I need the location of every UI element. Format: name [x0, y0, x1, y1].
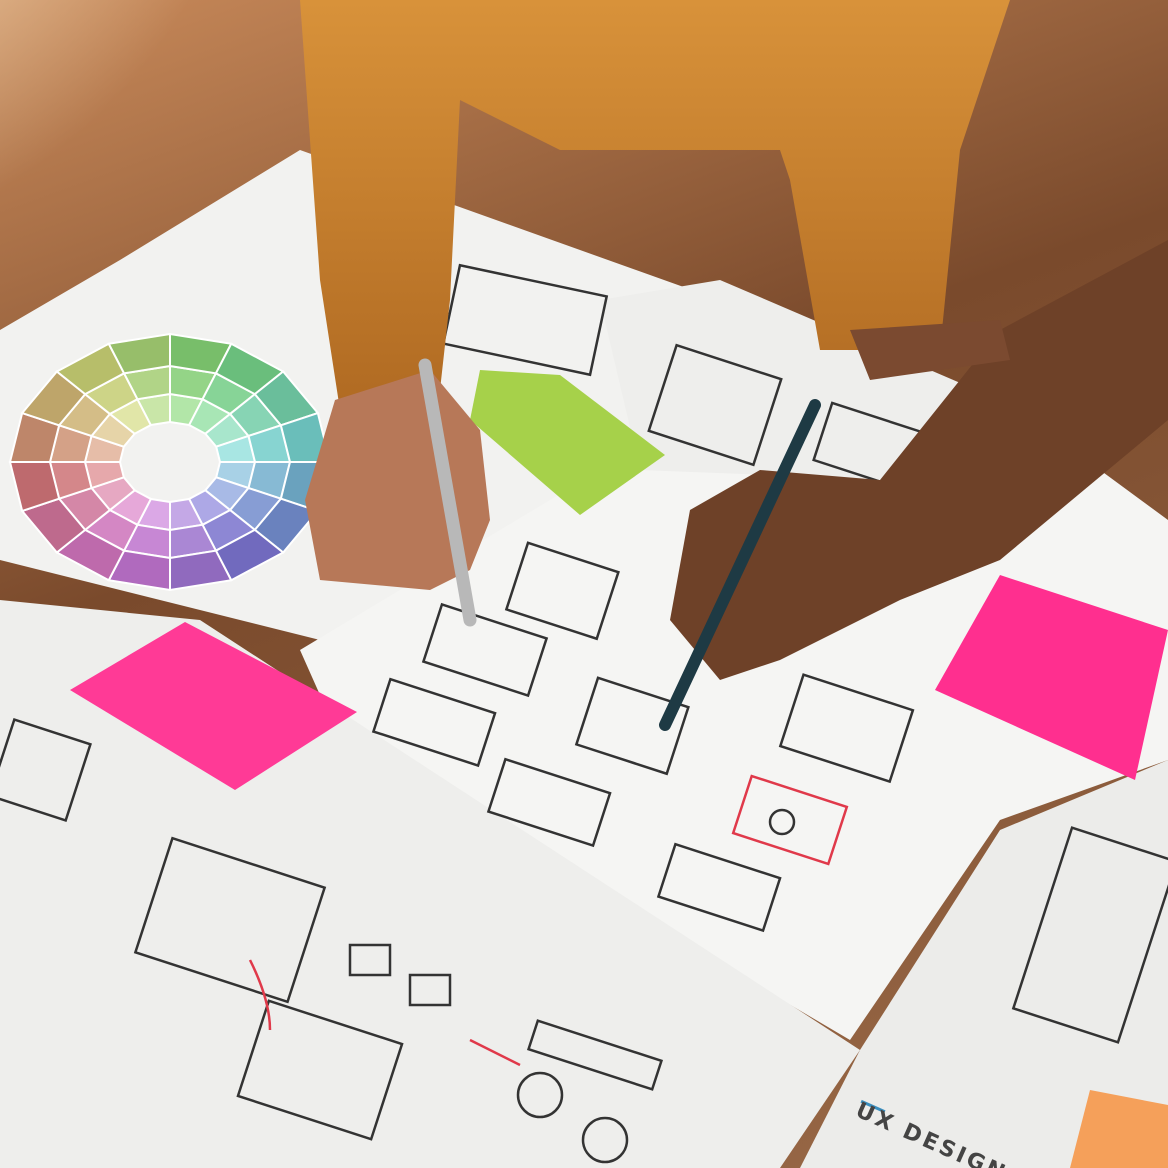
sticky-note-pink-right [935, 575, 1168, 780]
sticky-note-green [470, 370, 665, 515]
sunlight-glare [0, 0, 260, 260]
sticky-note-orange [1070, 1090, 1168, 1168]
wireframe-sketches [0, 263, 1168, 1164]
pencil-dark [659, 399, 821, 731]
pen-silver [418, 358, 477, 627]
color-wheel [8, 332, 332, 592]
left-hand [305, 370, 490, 590]
right-arm-hand [670, 240, 1168, 680]
sticky-note-pink-left [70, 622, 357, 790]
sweater [300, 0, 1010, 410]
